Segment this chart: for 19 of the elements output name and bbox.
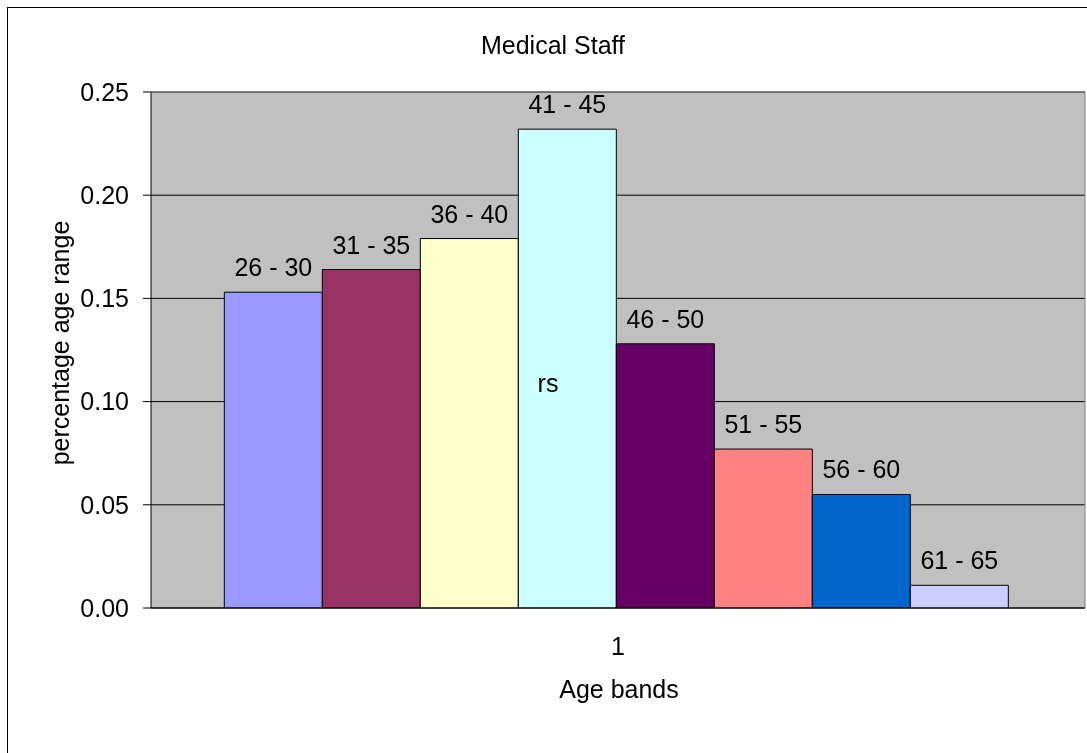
y-tick-label: 0.25 bbox=[80, 77, 129, 106]
chart-title: Medical Staff bbox=[480, 31, 626, 59]
series-label: 46 - 50 bbox=[626, 304, 705, 333]
y-axis-title: percentage age range bbox=[46, 220, 74, 466]
series-label: 41 - 45 bbox=[528, 90, 607, 119]
series-label: 51 - 55 bbox=[724, 410, 803, 439]
series-label: 36 - 40 bbox=[430, 199, 509, 228]
series-label: 56 - 60 bbox=[822, 455, 901, 484]
series-label: 26 - 30 bbox=[234, 253, 313, 282]
series-label: 31 - 35 bbox=[332, 230, 411, 259]
y-tick-label: 0.05 bbox=[80, 490, 129, 519]
series-label: 61 - 65 bbox=[920, 546, 999, 575]
y-tick-label: 0.00 bbox=[80, 593, 129, 622]
y-tick-label: 0.15 bbox=[80, 284, 129, 313]
y-tick-label: 0.10 bbox=[80, 387, 129, 416]
annotation: rs bbox=[537, 369, 559, 397]
x-axis-title: Age bands bbox=[559, 675, 679, 703]
y-tick-label: 0.20 bbox=[80, 181, 129, 210]
x-tick-label: 1 bbox=[611, 631, 625, 660]
